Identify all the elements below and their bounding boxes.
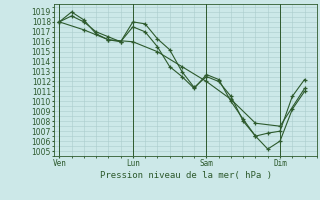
X-axis label: Pression niveau de la mer( hPa ): Pression niveau de la mer( hPa ) [100,171,272,180]
